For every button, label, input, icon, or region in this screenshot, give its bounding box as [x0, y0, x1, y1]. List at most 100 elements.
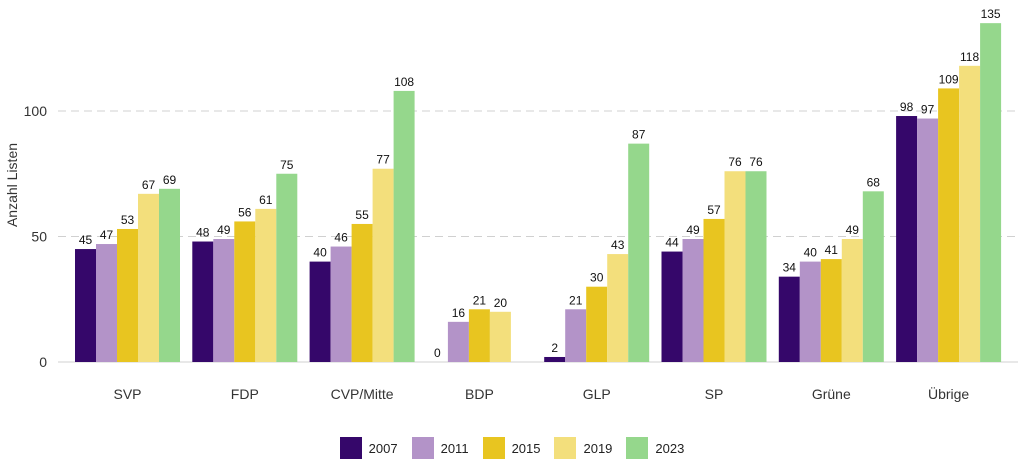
- bar-2011: [917, 118, 939, 362]
- category-label: Übrige: [928, 385, 969, 402]
- bar-2023: [276, 173, 298, 362]
- value-label: 47: [100, 228, 114, 242]
- bar-2007: [544, 356, 566, 362]
- value-label: 53: [121, 213, 135, 227]
- value-label: 77: [376, 153, 390, 167]
- bar-2011: [330, 246, 352, 362]
- legend-label: 2015: [511, 440, 541, 456]
- bar-2023: [745, 171, 767, 362]
- bar-2011: [96, 244, 117, 362]
- bar-2007: [192, 241, 214, 362]
- category-label: GLP: [583, 386, 611, 402]
- value-label: 75: [280, 158, 294, 172]
- category-label: SP: [705, 386, 724, 402]
- legend: 2007 2011 2015 2019 2023: [0, 437, 1024, 459]
- value-label: 41: [825, 243, 839, 257]
- legend-label: 2019: [583, 440, 613, 456]
- value-label: 56: [238, 205, 252, 219]
- value-label: 45: [79, 233, 93, 247]
- value-label: 34: [783, 261, 797, 275]
- bar-2023: [628, 143, 650, 362]
- legend-item: 2011: [411, 437, 469, 459]
- legend-item: 2007: [339, 437, 398, 459]
- y-tick-label: 100: [24, 103, 48, 119]
- legend-label: 2011: [440, 440, 469, 456]
- value-label: 0: [434, 346, 441, 360]
- bar-2015: [234, 221, 256, 362]
- y-tick-label: 0: [39, 354, 47, 370]
- bar-2023: [159, 188, 180, 362]
- value-label: 21: [569, 293, 583, 307]
- bar-2015: [351, 223, 373, 362]
- legend-swatch: [339, 437, 362, 459]
- value-label: 49: [846, 223, 860, 237]
- value-label: 108: [394, 75, 414, 89]
- bar-2023: [862, 191, 884, 362]
- bars-group: [75, 23, 1002, 363]
- value-label: 97: [921, 103, 935, 117]
- legend-label: 2023: [655, 440, 685, 456]
- value-label: 76: [749, 155, 763, 169]
- value-label: 49: [217, 223, 231, 237]
- category-label: BDP: [465, 386, 494, 402]
- legend-swatch: [554, 437, 577, 459]
- value-label: 69: [163, 173, 177, 187]
- bar-2015: [586, 286, 608, 362]
- bar-2011: [213, 239, 235, 362]
- bar-2007: [896, 116, 918, 363]
- value-label: 20: [494, 296, 508, 310]
- value-label: 57: [707, 203, 721, 217]
- value-label: 2: [551, 341, 558, 355]
- bar-2007: [309, 261, 331, 362]
- value-label: 30: [590, 271, 604, 285]
- value-label: 44: [665, 236, 679, 250]
- bar-2015: [820, 259, 842, 362]
- value-label: 98: [900, 100, 914, 114]
- value-label: 16: [452, 306, 466, 320]
- value-label: 61: [259, 193, 273, 207]
- legend-item: 2023: [626, 437, 684, 459]
- bar-2019: [138, 193, 159, 362]
- bar-2023: [980, 23, 1002, 363]
- bar-2023: [393, 90, 415, 363]
- value-label: 76: [728, 155, 742, 169]
- bar-2007: [661, 251, 683, 362]
- value-labels: 45 47 53 67 69 48 49 56 61 75 40 46 55 77 108 0 16 21 20 2 2…: [79, 7, 1001, 360]
- value-label: 87: [632, 128, 646, 142]
- legend-item: 2015: [482, 437, 541, 459]
- bar-2011: [682, 239, 704, 362]
- bar-2011: [447, 321, 469, 362]
- bar-2015: [703, 218, 725, 362]
- value-label: 49: [686, 223, 700, 237]
- y-tick-label: 50: [31, 229, 47, 245]
- legend-label: 2007: [368, 440, 398, 456]
- bar-2019: [372, 168, 394, 362]
- bar-2019: [607, 254, 629, 362]
- category-label: Grüne: [812, 386, 851, 402]
- value-label: 135: [981, 7, 1001, 21]
- value-label: 48: [196, 226, 210, 240]
- category-labels: SVP FDP CVP/Mitte BDP GLP SP Grüne Übrige: [113, 385, 969, 402]
- value-label: 68: [867, 175, 881, 189]
- bar-2015: [468, 309, 490, 362]
- bar-2015: [117, 228, 138, 362]
- value-label: 109: [939, 72, 959, 86]
- value-label: 40: [804, 246, 818, 260]
- legend-item: 2019: [554, 437, 612, 459]
- bar-2019: [255, 208, 277, 362]
- bar-2019: [841, 239, 863, 362]
- legend-swatch: [626, 437, 649, 459]
- bar-2015: [938, 88, 960, 362]
- category-label: FDP: [231, 386, 259, 402]
- value-label: 118: [960, 50, 979, 64]
- bar-2019: [724, 171, 746, 362]
- category-label: SVP: [113, 386, 141, 402]
- bar-2019: [959, 65, 981, 362]
- legend-swatch: [411, 437, 434, 459]
- bar-2007: [75, 249, 96, 362]
- value-label: 55: [355, 208, 369, 222]
- bar-2011: [799, 261, 821, 362]
- legend-swatch: [482, 437, 505, 459]
- value-label: 46: [334, 231, 348, 245]
- value-label: 43: [611, 238, 625, 252]
